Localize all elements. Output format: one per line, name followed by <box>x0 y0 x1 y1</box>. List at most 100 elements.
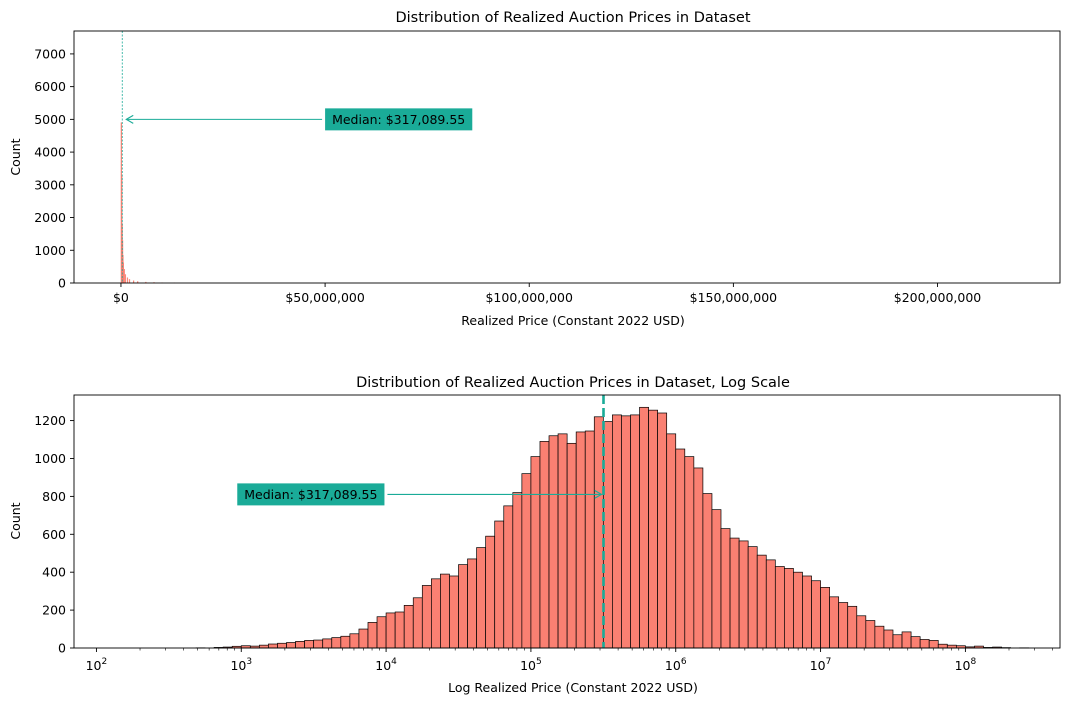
bottom-chart-title: Distribution of Realized Auction Prices … <box>356 375 790 391</box>
bottom-bar <box>322 638 333 649</box>
top-y-tick-label: 3000 <box>34 177 66 192</box>
bottom-bar <box>449 575 459 649</box>
bottom-bar <box>440 573 450 649</box>
bottom-bar <box>865 620 876 649</box>
top-annotation: Median: $317,089.55 <box>125 108 473 131</box>
bottom-bar <box>910 636 921 649</box>
bottom-bar <box>376 616 387 649</box>
bottom-plot-frame <box>73 394 1061 649</box>
top-x-tick-label: $100,000,000 <box>485 290 573 305</box>
top-bar <box>128 279 131 284</box>
top-y-tick-label: 2000 <box>34 210 66 225</box>
bottom-bar <box>412 597 423 649</box>
bottom-bar <box>630 414 640 649</box>
bottom-x-tick-label: 104 <box>375 657 397 673</box>
bottom-y-tick-label: 400 <box>42 565 66 580</box>
bottom-bar <box>919 639 930 649</box>
bottom-bar <box>639 406 649 649</box>
bottom-bar <box>892 634 903 649</box>
bottom-bar <box>684 456 695 649</box>
bottom-y-tick-label: 800 <box>42 489 66 504</box>
bottom-bar <box>820 587 830 649</box>
bottom-bar <box>802 575 812 649</box>
bottom-bar <box>530 456 541 649</box>
bottom-bar <box>928 640 939 649</box>
bottom-bar <box>774 566 785 649</box>
bottom-bar <box>485 535 496 649</box>
bottom-chart: Distribution of Realized Auction Prices … <box>8 375 1061 695</box>
top-x-axis-label: Realized Price (Constant 2022 USD) <box>461 313 684 328</box>
bottom-bar <box>566 442 577 649</box>
top-x-ticks: $0 $50,000,000 $100,000,000 $150,000,000 $20… <box>113 283 981 305</box>
top-y-tick-label: 0 <box>58 276 66 291</box>
top-annotation-text: Median: $317,089.55 <box>332 112 465 127</box>
bottom-bar <box>829 596 840 649</box>
top-x-tick-label: $0 <box>113 290 129 305</box>
bottom-bar <box>304 640 315 649</box>
bottom-bar <box>476 547 487 649</box>
bottom-bar <box>784 568 794 649</box>
bottom-bar <box>277 642 287 649</box>
bottom-x-tick-label: 108 <box>955 657 977 673</box>
bottom-annotation-box <box>237 483 385 506</box>
bottom-bar <box>793 571 803 649</box>
bottom-bar <box>747 546 758 649</box>
bottom-annotation-text: Median: $317,089.55 <box>244 487 377 502</box>
bottom-x-ticks: 102 103 104 105 106 107 108 <box>86 648 1053 673</box>
bottom-bar <box>874 625 885 649</box>
bottom-x-axis-label: Log Realized Price (Constant 2022 USD) <box>448 680 698 695</box>
bottom-bar <box>467 558 477 649</box>
bottom-bar <box>367 622 378 649</box>
bottom-bar <box>584 430 595 649</box>
bottom-bar <box>268 643 278 649</box>
bottom-bar <box>286 642 296 649</box>
top-annotation-box <box>325 108 473 131</box>
bottom-bar <box>937 643 948 649</box>
top-x-tick-label: $50,000,000 <box>285 290 365 305</box>
top-annotation-arrowhead <box>125 114 134 124</box>
bottom-bar <box>657 412 668 649</box>
bottom-bar <box>811 580 821 649</box>
bottom-bar <box>720 528 731 649</box>
top-x-tick-label: $200,000,000 <box>894 290 982 305</box>
bottom-y-tick-label: 200 <box>42 603 66 618</box>
bottom-bar <box>503 505 514 649</box>
bottom-bar <box>394 611 405 649</box>
bottom-bar <box>521 473 532 649</box>
bottom-y-tick-label: 600 <box>42 527 66 542</box>
bottom-bar <box>847 605 858 649</box>
top-bars <box>120 122 176 284</box>
top-plot-frame <box>73 30 1061 284</box>
bottom-x-tick-label: 105 <box>520 657 542 673</box>
top-chart-title: Distribution of Realized Auction Prices … <box>395 10 750 26</box>
bottom-bar <box>702 493 713 649</box>
bottom-bar <box>666 433 677 649</box>
bottom-bars <box>195 406 1030 649</box>
bottom-x-tick-label: 106 <box>665 657 687 673</box>
bottom-bar <box>901 631 912 649</box>
bottom-annotation-arrowhead <box>594 489 603 499</box>
bottom-bar <box>856 615 867 649</box>
bottom-x-tick-label: 103 <box>230 657 252 673</box>
bottom-bar <box>313 639 324 649</box>
bottom-y-axis-label: Count <box>8 502 23 539</box>
top-x-tick-label: $150,000,000 <box>690 290 778 305</box>
top-y-axis-label: Count <box>8 138 23 175</box>
bottom-bar <box>838 602 849 649</box>
bottom-bar <box>593 416 604 649</box>
top-y-tick-label: 1000 <box>34 243 66 258</box>
bottom-bar <box>765 559 776 649</box>
top-y-tick-label: 6000 <box>34 79 66 94</box>
top-y-tick-label: 7000 <box>34 46 66 61</box>
bottom-bar <box>403 605 414 649</box>
bottom-bar <box>340 635 351 649</box>
bottom-bar <box>557 433 568 649</box>
bottom-bar <box>358 628 369 649</box>
bottom-bar <box>575 431 586 649</box>
bottom-bar <box>756 554 767 649</box>
bottom-bar <box>621 415 631 649</box>
bottom-bar <box>349 633 360 649</box>
bottom-bar <box>385 612 396 649</box>
bottom-bar <box>648 409 658 649</box>
top-bar <box>123 269 125 284</box>
